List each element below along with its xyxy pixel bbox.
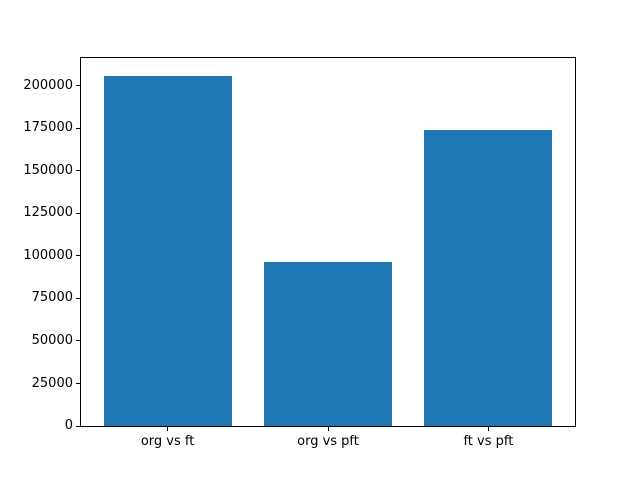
y-tick-label: 100000 — [23, 247, 73, 263]
y-tick-label: 150000 — [23, 162, 73, 178]
plot-area: org vs ft org vs pft ft vs pft 0 25000 50000 7… — [23, 57, 576, 449]
y-tick-mark — [76, 297, 80, 299]
y-tick-mark — [76, 383, 80, 384]
y-tick-mark — [76, 212, 80, 214]
y-tick-mark — [76, 425, 80, 427]
x-tick-label: org vs pft — [297, 434, 359, 449]
x-tick-mark — [167, 427, 169, 431]
y-tick-label: 200000 — [23, 77, 73, 93]
y-tick-mark — [76, 127, 80, 129]
y-tick-label: 0 — [64, 418, 73, 433]
y-tick-label: 25000 — [31, 375, 73, 391]
bar-ft-vs-pft — [424, 130, 553, 426]
y-tick-label: 125000 — [23, 205, 73, 221]
bar-org-vs-pft — [263, 262, 393, 426]
x-tick-mark — [327, 427, 329, 431]
y-tick-mark — [76, 170, 80, 172]
y-tick-label: 75000 — [31, 290, 73, 306]
y-tick-mark — [76, 85, 80, 87]
x-tick-mark — [487, 427, 489, 431]
x-tick-label: ft vs pft — [463, 434, 514, 449]
y-tick-label: 175000 — [23, 120, 73, 136]
y-tick-mark — [76, 255, 80, 257]
bar-org-vs-ft — [103, 76, 232, 426]
x-tick-label: org vs ft — [140, 434, 195, 449]
y-tick-mark — [76, 340, 80, 342]
y-tick-label: 50000 — [31, 332, 73, 348]
